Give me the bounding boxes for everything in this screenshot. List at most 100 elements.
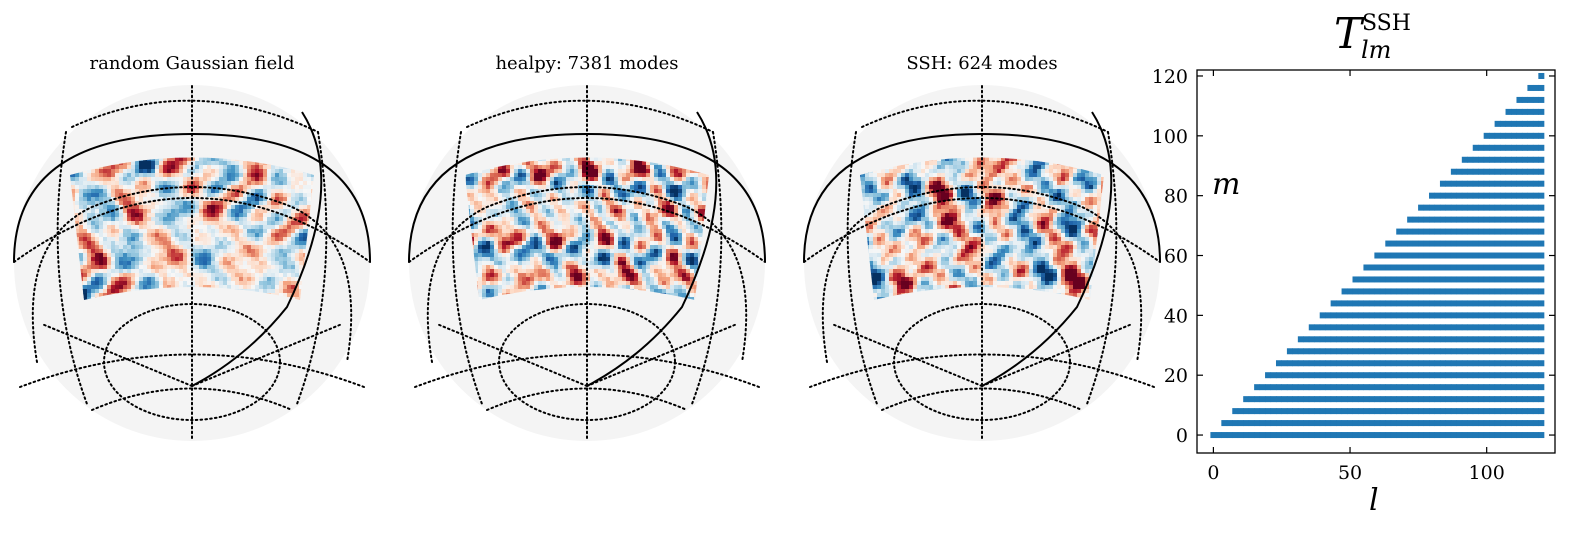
data-point bbox=[1237, 432, 1244, 439]
data-point bbox=[1450, 420, 1457, 427]
y-tick-label: 80 bbox=[1164, 186, 1188, 208]
data-point bbox=[1439, 228, 1446, 235]
data-point bbox=[1478, 420, 1485, 427]
data-point bbox=[1330, 348, 1337, 355]
data-point bbox=[1500, 240, 1507, 247]
data-point bbox=[1538, 144, 1545, 151]
data-point bbox=[1456, 432, 1463, 439]
data-point bbox=[1467, 360, 1474, 367]
data-point bbox=[1483, 180, 1490, 187]
x-tick-label: 100 bbox=[1469, 462, 1505, 484]
data-point bbox=[1385, 240, 1392, 247]
data-point bbox=[1472, 240, 1479, 247]
data-point bbox=[1357, 396, 1364, 403]
data-point bbox=[1483, 204, 1490, 211]
data-point bbox=[1489, 264, 1496, 271]
data-point bbox=[1352, 288, 1359, 295]
data-point bbox=[1254, 408, 1261, 415]
data-point bbox=[1538, 348, 1545, 355]
data-point bbox=[1434, 216, 1441, 223]
data-point bbox=[1538, 252, 1545, 259]
data-point bbox=[1341, 348, 1348, 355]
data-point bbox=[1532, 432, 1539, 439]
data-point bbox=[1505, 156, 1512, 163]
data-point bbox=[1516, 216, 1523, 223]
data-point bbox=[1521, 360, 1528, 367]
data-point bbox=[1401, 324, 1408, 331]
data-point bbox=[1467, 192, 1474, 199]
data-point bbox=[1505, 348, 1512, 355]
data-point bbox=[1489, 336, 1496, 343]
data-point bbox=[1319, 432, 1326, 439]
data-point bbox=[1325, 420, 1332, 427]
data-point bbox=[1478, 228, 1485, 235]
data-point bbox=[1478, 408, 1485, 415]
data-point bbox=[1439, 396, 1446, 403]
data-point bbox=[1472, 180, 1479, 187]
data-point bbox=[1286, 396, 1293, 403]
data-point bbox=[1330, 312, 1337, 319]
data-point bbox=[1352, 276, 1359, 283]
data-point bbox=[1412, 336, 1419, 343]
data-point bbox=[1423, 420, 1430, 427]
data-point bbox=[1456, 216, 1463, 223]
data-point bbox=[1467, 408, 1474, 415]
data-point bbox=[1494, 192, 1501, 199]
data-point bbox=[1478, 276, 1485, 283]
axis-ticks: 0 50 100 0 20 40 60 80 100 120 bbox=[1152, 66, 1555, 484]
data-point bbox=[1429, 312, 1436, 319]
data-point bbox=[1527, 132, 1534, 139]
data-point bbox=[1516, 348, 1523, 355]
data-point bbox=[1500, 228, 1507, 235]
data-point bbox=[1538, 72, 1545, 79]
data-point bbox=[1385, 336, 1392, 343]
data-point bbox=[1390, 396, 1397, 403]
data-point bbox=[1538, 288, 1545, 295]
data-point bbox=[1379, 300, 1386, 307]
data-point bbox=[1275, 360, 1282, 367]
data-point bbox=[1347, 372, 1354, 379]
data-point bbox=[1434, 300, 1441, 307]
data-point bbox=[1538, 156, 1545, 163]
data-point bbox=[1418, 384, 1425, 391]
data-point bbox=[1511, 408, 1518, 415]
data-point bbox=[1500, 372, 1507, 379]
data-point bbox=[1439, 300, 1446, 307]
data-point bbox=[1319, 312, 1326, 319]
data-point bbox=[1390, 348, 1397, 355]
data-point bbox=[1450, 396, 1457, 403]
data-point bbox=[1303, 336, 1310, 343]
data-point bbox=[1505, 204, 1512, 211]
data-point bbox=[1265, 372, 1272, 379]
data-point bbox=[1275, 372, 1282, 379]
data-point bbox=[1347, 312, 1354, 319]
data-point bbox=[1374, 384, 1381, 391]
data-point bbox=[1385, 324, 1392, 331]
data-point bbox=[1521, 324, 1528, 331]
data-point bbox=[1429, 240, 1436, 247]
data-point bbox=[1292, 420, 1299, 427]
data-point bbox=[1478, 372, 1485, 379]
data-point bbox=[1538, 240, 1545, 247]
data-point bbox=[1412, 432, 1419, 439]
data-point bbox=[1456, 420, 1463, 427]
data-point bbox=[1494, 396, 1501, 403]
data-point bbox=[1352, 396, 1359, 403]
data-point bbox=[1347, 360, 1354, 367]
data-point bbox=[1532, 96, 1539, 103]
data-point bbox=[1390, 300, 1397, 307]
data-point bbox=[1500, 420, 1507, 427]
data-point bbox=[1336, 336, 1343, 343]
data-point bbox=[1527, 252, 1534, 259]
data-point bbox=[1439, 204, 1446, 211]
data-point bbox=[1352, 336, 1359, 343]
data-point bbox=[1396, 336, 1403, 343]
data-point bbox=[1489, 432, 1496, 439]
data-point bbox=[1516, 432, 1523, 439]
data-point bbox=[1385, 396, 1392, 403]
data-point bbox=[1445, 360, 1452, 367]
data-point bbox=[1429, 372, 1436, 379]
data-point bbox=[1456, 360, 1463, 367]
data-point bbox=[1478, 396, 1485, 403]
data-point bbox=[1511, 372, 1518, 379]
